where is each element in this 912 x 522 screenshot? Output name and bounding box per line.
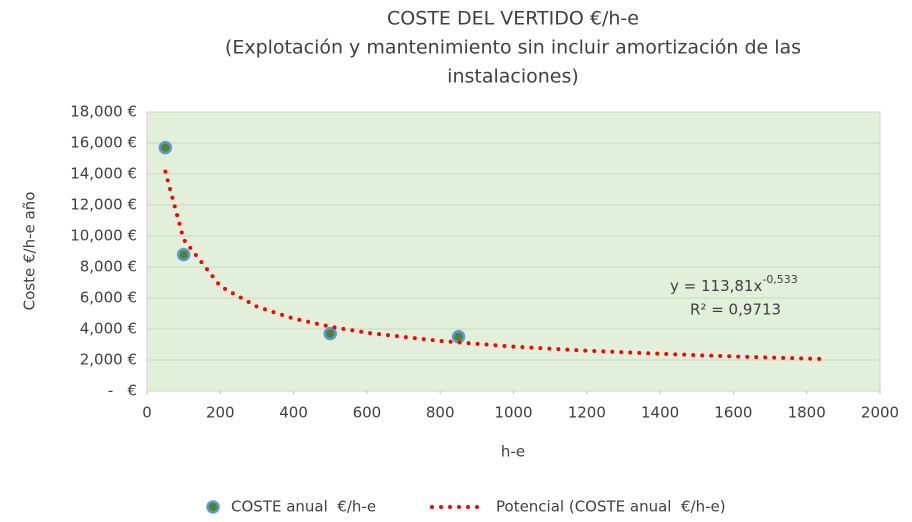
data-point [176,247,191,262]
y-axis-label: Coste €/h-e año [21,192,39,311]
data-point [323,326,337,341]
x-axis-label: h-e [501,443,525,461]
y-tick-label: 4,000 € [80,320,137,338]
r-squared: R² = 0,9713 [690,301,781,319]
data-point [158,140,173,155]
x-tick-label: 1200 [568,404,606,422]
x-tick-label: 1600 [714,404,752,422]
x-tick-label: 0 [142,404,152,422]
x-tick-label: 1800 [788,404,826,422]
legend-label: Potencial (COSTE anual €/h-e) [496,498,726,516]
y-tick-label: 6,000 € [80,289,137,307]
y-tick-label: 14,000 € [70,165,137,183]
x-tick-label: 800 [426,404,455,422]
plot-area [146,111,881,392]
x-tick-label: 600 [353,404,382,422]
y-tick-label: 8,000 € [80,258,137,276]
legend-marker [206,500,220,514]
chart-subtitle: (Explotación y mantenimiento sin incluir… [225,37,801,59]
legend-label: COSTE anual €/h-e [231,498,376,516]
y-tick-label: 18,000 € [70,103,137,121]
x-tick-label: 1400 [641,404,679,422]
data-point [451,330,466,344]
x-tick-label: 200 [206,404,235,422]
x-tick-label: 1000 [494,404,532,422]
chart-subtitle: instalaciones) [447,66,579,88]
y-tick-label: 12,000 € [70,196,137,214]
chart-title: COSTE DEL VERTIDO €/h-e [387,8,639,30]
trend-equation: y = 113,81x-0,533 [670,273,798,295]
equation-text: y = 113,81x [670,277,762,295]
equation-exponent: -0,533 [762,273,797,286]
x-tick-label: 2000 [861,404,899,422]
y-tick-label: 2,000 € [80,351,137,369]
x-tick-label: 400 [279,404,308,422]
y-tick-label: 10,000 € [70,227,137,245]
y-tick-label: - € [108,382,137,400]
y-tick-label: 16,000 € [70,134,137,152]
